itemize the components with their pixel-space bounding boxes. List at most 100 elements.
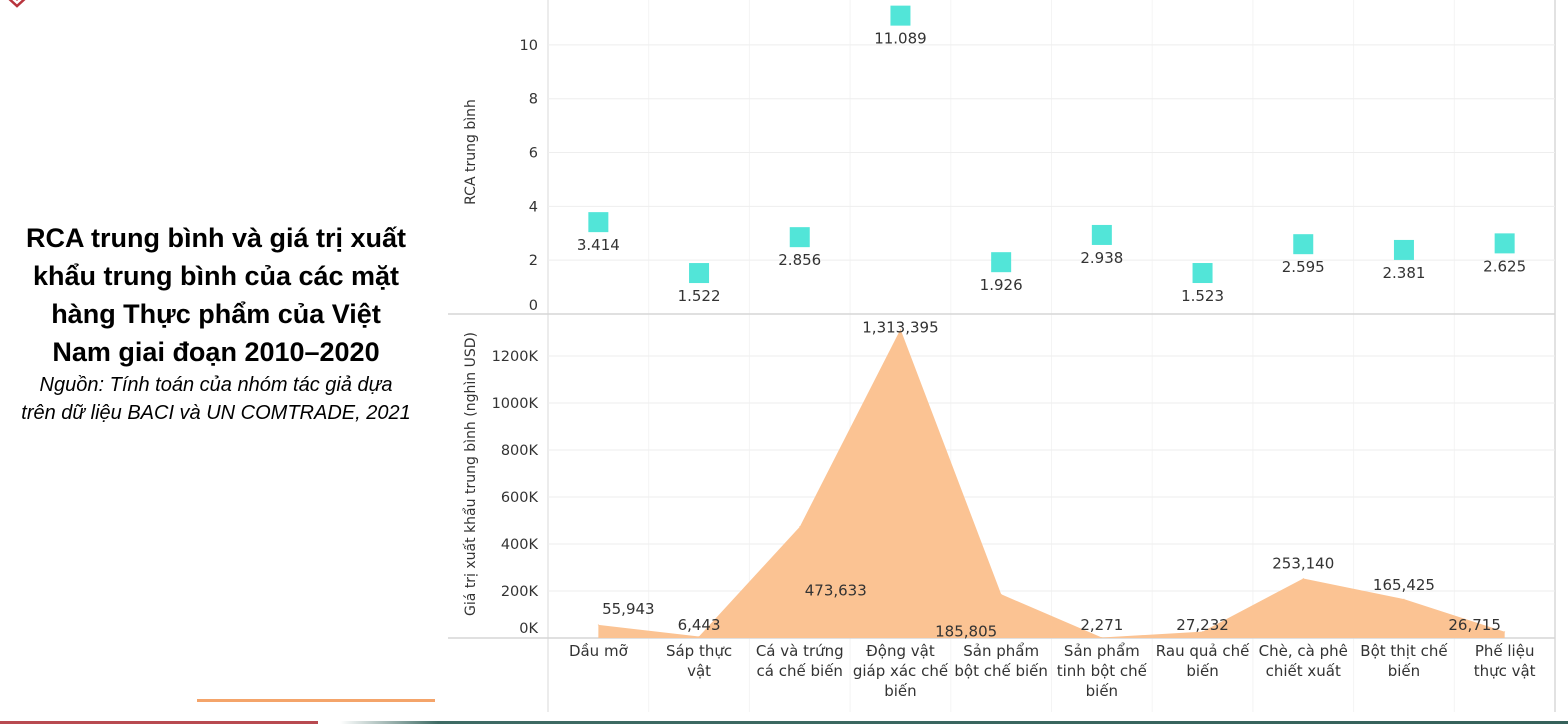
x-category-label-line: bột chế biến [954,662,1048,680]
x-category-label-line: Cá và trứng [756,642,844,660]
logo-icon [8,0,26,8]
x-category-label: Bột thịt chế biến [1360,642,1448,680]
rca-y-tick-label: 6 [529,146,538,162]
rca-marker [1091,224,1112,245]
rca-data-label: 1.926 [980,276,1023,294]
export-area-point [597,624,599,626]
export-y-tick-label: 0K [519,621,538,637]
x-category-label-line: Sản phẩm [963,642,1039,660]
rca-data-label: 2.856 [778,251,821,269]
x-category-label-line: biến [1186,662,1218,680]
export-y-tick-label: 1000K [492,396,539,412]
x-category-label: Động vật giáp xác chế biến [853,642,949,700]
export-area-point [799,526,801,528]
rca-data-labels: 3.414 1.522 2.856 11.089 1.926 2.938 1.523 2.59… [577,30,1526,305]
accent-rule [197,699,435,702]
export-data-label: 26,715 [1448,616,1501,634]
rca-marker [1494,233,1515,254]
rca-marker [991,252,1012,273]
x-category-label-line: vật [687,662,711,680]
export-area-point [899,328,901,330]
x-category-label-line: giáp xác chế [853,662,949,680]
x-category-label-line: Động vật [866,642,935,660]
rca-y-axis-title: RCA trung bình [463,99,479,205]
x-category-label-line: Sáp thực [666,642,732,660]
export-y-tick-label: 800K [501,443,539,459]
source-line-2: trên dữ liệu BACI và UN COMTRADE, 2021 [21,402,411,424]
export-area-point [1504,631,1506,633]
export-area-point [1202,631,1204,633]
x-category-label-line: Sản phẩm [1064,642,1140,660]
rca-marker [1293,234,1314,255]
export-area-layer [597,328,1506,638]
x-category-label-line: thực vật [1474,662,1536,680]
rca-y-tick-label: 2 [529,253,538,269]
export-area [598,329,1505,638]
rca-marker [789,227,810,248]
export-data-label: 6,443 [678,616,721,634]
rca-data-label: 2.938 [1080,249,1123,267]
x-category-label-line: Rau quả chế [1156,642,1250,660]
export-data-label: 165,425 [1373,576,1435,594]
rca-marker-layer [588,5,1515,284]
export-gridlines [548,355,1555,592]
x-category-label-line: Phế liệu [1475,642,1535,660]
export-y-tick-label: 200K [501,584,539,600]
export-area-point [1302,578,1304,580]
export-data-label: 2,271 [1080,616,1123,634]
export-data-label: 55,943 [602,600,655,618]
rca-data-label: 2.625 [1483,257,1526,275]
rca-y-tick-label: 8 [529,92,538,108]
rca-y-tick-label: 10 [520,38,538,54]
x-category-label-line: tinh bột chế [1057,662,1148,680]
export-y-tick-label: 400K [501,537,539,553]
x-category-label-line: biến [1388,662,1420,680]
title-line-1: RCA trung bình và giá trị xuất [25,223,407,253]
x-category-label: Dầu mỡ [569,642,629,660]
x-category-labels: Dầu mỡ Sáp thực vật Cá và trứng cá chế biến Đ… [569,642,1536,700]
source-line-1: Nguồn: Tính toán của nhóm tác giả dựa [39,374,393,396]
export-data-label: 1,313,395 [862,318,938,336]
x-category-label-line: Dầu mỡ [569,642,629,660]
x-category-label: Rau quả chế biến [1156,642,1250,680]
export-data-label: 185,805 [935,622,997,640]
x-category-label: Chè, cà phê chiết xuất [1259,642,1348,680]
rca-data-label: 1.522 [678,287,721,305]
x-category-label: Phế liệu thực vật [1474,642,1536,680]
export-y-ticks: 0K 200K 400K 600K 800K 1000K 1200K [492,349,539,637]
rca-data-label: 3.414 [577,236,620,254]
x-category-label: Sản phẩm bột chế biến [954,642,1048,680]
x-category-label: Cá và trứng cá chế biến [756,642,844,680]
rca-marker [1192,263,1213,284]
rca-y-ticks: 0 2 4 6 8 10 [520,38,538,314]
export-y-tick-label: 600K [501,490,539,506]
x-category-label-line: biến [1086,682,1118,700]
rca-y-tick-label: 4 [529,199,538,215]
export-y-axis-title: Giá trị xuất khẩu trung bình (nghìn USD) [462,332,479,616]
rca-marker [1393,239,1414,260]
export-area-point [1403,598,1405,600]
rca-data-label: 2.595 [1282,258,1325,276]
title-line-4: Nam giai đoạn 2010–2020 [52,337,380,367]
export-area-point [698,635,700,637]
footer-bar-teal [340,721,1568,724]
x-category-label-line: biến [884,682,916,700]
rca-gridlines [548,44,1555,261]
x-category-label: Sản phẩm tinh bột chế biến [1057,642,1148,700]
export-area-point [1000,593,1002,595]
export-y-tick-label: 1200K [492,349,539,365]
rca-marker [890,5,911,26]
title-line-3: hàng Thực phẩm của Việt [51,299,381,329]
export-data-label: 473,633 [805,582,867,600]
x-category-label: Sáp thực vật [666,642,732,680]
rca-data-label: 11.089 [874,30,927,48]
x-category-label-line: chiết xuất [1266,662,1341,680]
rca-data-label: 2.381 [1382,264,1425,282]
rca-data-label: 1.523 [1181,287,1224,305]
export-data-label: 27,232 [1176,616,1229,634]
rca-marker [689,263,710,284]
rca-y-tick-label: 0 [529,298,538,314]
export-data-label: 253,140 [1272,555,1334,573]
x-category-label-line: cá chế biến [757,662,843,680]
